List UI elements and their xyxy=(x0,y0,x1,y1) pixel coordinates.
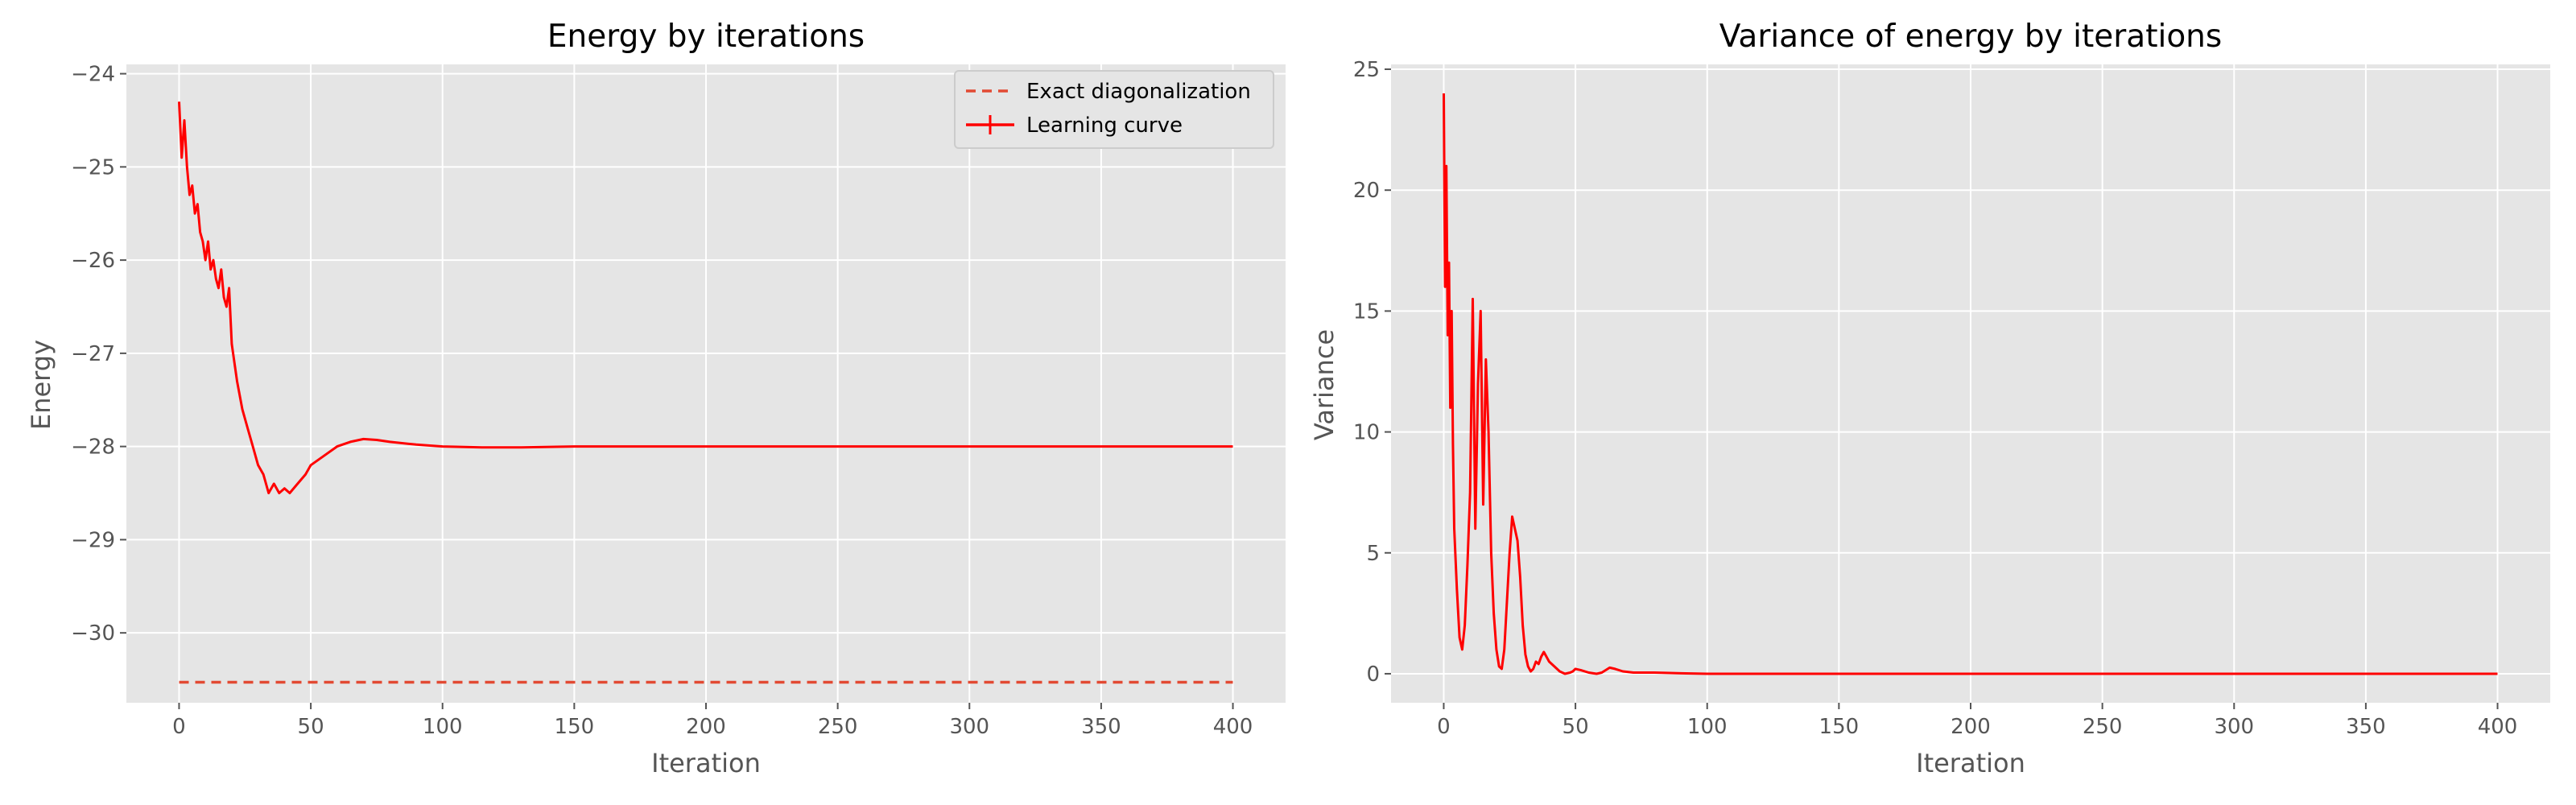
y-tick-label: −26 xyxy=(71,249,115,273)
x-tick-label: 350 xyxy=(1081,715,1121,739)
chart-title: Variance of energy by iterations xyxy=(1719,19,2222,55)
x-tick-label: 250 xyxy=(2083,715,2123,739)
y-tick-label: −24 xyxy=(71,63,115,87)
x-tick-label: 100 xyxy=(423,715,463,739)
y-axis-label: Energy xyxy=(26,340,56,430)
learning-curve-line xyxy=(178,101,1233,494)
x-tick-label: 50 xyxy=(1563,715,1589,739)
y-tick-label: 15 xyxy=(1353,299,1380,324)
y-tick-label: −28 xyxy=(71,436,115,460)
series-layer xyxy=(1443,93,2498,675)
legend-label-learning: Learning curve xyxy=(1026,114,1183,138)
x-tick-label: 300 xyxy=(949,715,989,739)
x-tick-label: 200 xyxy=(686,715,726,739)
y-tick-label: 20 xyxy=(1353,179,1380,203)
variance-panel: 0 50 100 150 200 250 300 350 400 0 5 10 15 20 25 Varia… xyxy=(1309,19,2550,778)
x-tick-label: 250 xyxy=(818,715,858,739)
y-tick-label: 0 xyxy=(1366,663,1380,687)
series-layer xyxy=(178,101,1233,684)
tick-labels: 0 50 100 150 200 250 300 350 400 0 5 10 15 20 25 xyxy=(1353,58,2517,739)
x-tick-label: 0 xyxy=(1437,715,1451,739)
variance-line xyxy=(1443,93,2498,675)
x-tick-label: 400 xyxy=(1213,715,1253,739)
y-tick-label: −29 xyxy=(71,528,115,552)
y-axis-label: Variance xyxy=(1309,329,1340,440)
tick-labels: 0 50 100 150 200 250 300 350 400 −30 −29 −28 −27 −26 −… xyxy=(71,63,1253,739)
x-tick-label: 50 xyxy=(298,715,324,739)
x-axis-label: Iteration xyxy=(1916,748,2025,778)
chart-title: Energy by iterations xyxy=(547,19,865,55)
y-tick-label: 25 xyxy=(1353,58,1380,82)
x-tick-label: 100 xyxy=(1687,715,1728,739)
y-tick-label: −27 xyxy=(71,342,115,366)
legend-label-exact: Exact diagonalization xyxy=(1026,80,1251,104)
x-tick-label: 350 xyxy=(2346,715,2386,739)
x-tick-label: 400 xyxy=(2478,715,2518,739)
x-tick-label: 300 xyxy=(2214,715,2254,739)
y-tick-label: −30 xyxy=(71,621,115,646)
legend-box xyxy=(954,70,1274,149)
x-tick-label: 200 xyxy=(1951,715,1991,739)
x-tick-label: 150 xyxy=(1819,715,1860,739)
y-tick-label: 10 xyxy=(1353,421,1380,445)
y-tick-label: 5 xyxy=(1366,542,1380,566)
x-tick-label: 150 xyxy=(555,715,595,739)
x-tick-label: 0 xyxy=(172,715,186,739)
energy-panel: 0 50 100 150 200 250 300 350 400 −30 −29 −28 −27 −26 −… xyxy=(26,19,1286,778)
y-tick-label: −25 xyxy=(71,155,115,180)
x-axis-label: Iteration xyxy=(651,748,761,778)
legend: Exact diagonalization Learning curve xyxy=(954,70,1274,149)
